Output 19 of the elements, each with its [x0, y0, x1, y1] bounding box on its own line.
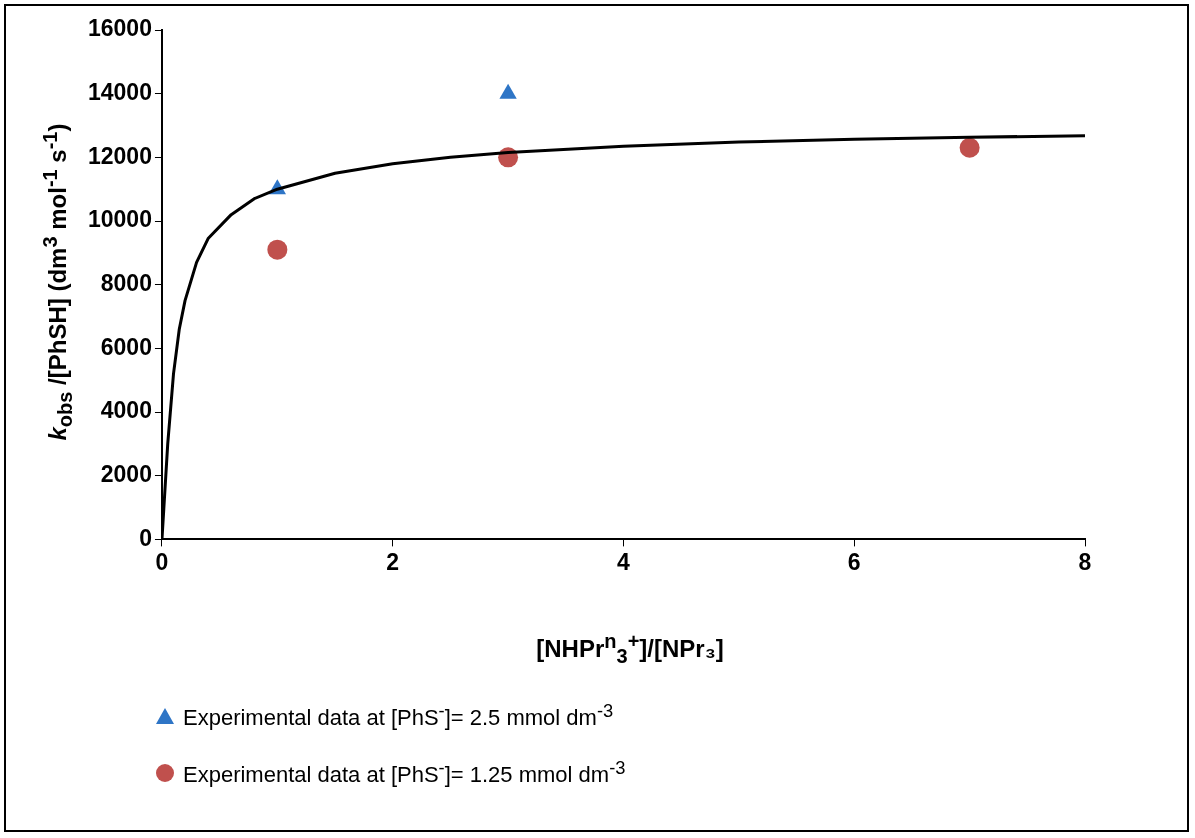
y-tick-label: 8000: [100, 270, 152, 297]
y-tick-label: 4000: [100, 397, 152, 424]
x-tick-label: 4: [617, 548, 631, 575]
point: [267, 239, 288, 260]
x-tick-label: 8: [1078, 548, 1092, 575]
x-tick-label: 6: [847, 548, 861, 575]
point: [499, 83, 517, 99]
point: [959, 137, 980, 158]
y-tick-label: 6000: [100, 333, 152, 360]
x-tick-label: 0: [155, 548, 169, 575]
y-tick-label: 2000: [100, 461, 152, 488]
y-tick-label: 16000: [87, 15, 152, 42]
y-tick-label: 0: [139, 524, 152, 551]
y-tick-label: 12000: [87, 142, 152, 169]
y-tick-label: 14000: [87, 79, 152, 106]
legend-label: Experimental data at [PhS$^{-}$]= 1.25 mmol dm$^{-3}$: [183, 757, 626, 789]
x-tick-label: 2: [386, 548, 400, 575]
legend-label: Experimental data at [PhS$^{-}$]= 2.5 mmol dm$^{-3}$: [183, 700, 614, 732]
y-tick-label: 10000: [87, 206, 152, 233]
